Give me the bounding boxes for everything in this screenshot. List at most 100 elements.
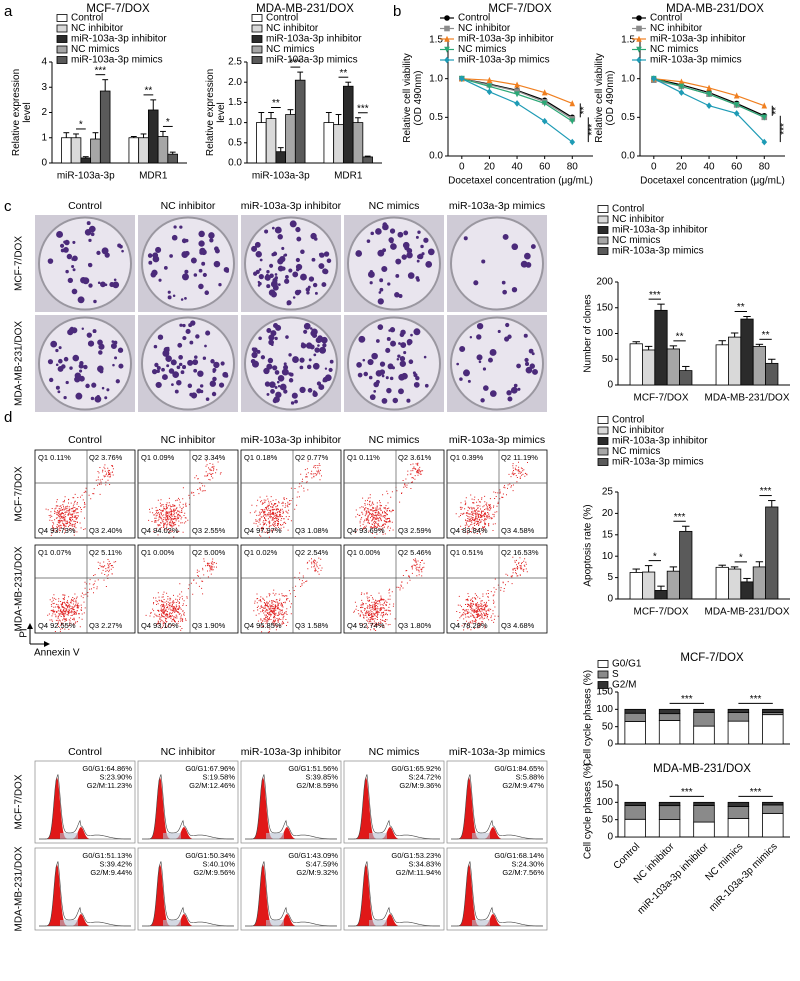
phase-label: G2/M:9.56% — [193, 868, 235, 877]
quadrant-label: Q4 92.74% — [347, 621, 385, 630]
phase-label: G0/G1:64.86% — [82, 764, 132, 773]
legend-label: miR-103a-3p mimics — [458, 55, 550, 66]
quadrant-label: Q4 93.73% — [38, 526, 76, 535]
flow-plot: Q1 0.11% Q2 3.76% Q4 93.73% Q3 2.40% — [34, 449, 136, 539]
quadrant-label: Q1 0.18% — [244, 453, 278, 462]
marker — [541, 89, 548, 96]
y-tick-label: 200 — [596, 277, 613, 288]
legend-swatch — [597, 660, 609, 668]
column-header: Control — [68, 200, 102, 212]
bar — [80, 157, 92, 164]
bar-segment — [624, 805, 646, 820]
x-tick-label: MDR1 — [139, 171, 168, 182]
legend-swatch — [597, 426, 609, 435]
fit-curve — [451, 861, 544, 927]
histogram: G0/G1:64.86%S:23.90%G2/M:11.23% — [34, 760, 136, 844]
legend-swatch — [56, 24, 68, 33]
y-axis-label: (OD 490nm) — [413, 70, 424, 125]
g1-peak — [253, 777, 273, 839]
plate — [244, 216, 338, 311]
marker — [761, 138, 768, 146]
plot-frame — [240, 544, 342, 634]
bar — [629, 343, 643, 386]
column-header: NC mimics — [369, 746, 420, 758]
column-header: NC inhibitor — [161, 200, 216, 212]
significance-label: *** — [681, 694, 693, 705]
marker — [651, 75, 657, 82]
significance-label: *** — [779, 123, 790, 135]
phase-label: G0/G1:43.09% — [288, 851, 338, 860]
y-tick-label: 20 — [602, 508, 614, 519]
bar — [654, 309, 668, 386]
y-tick-label: 0.0 — [228, 158, 242, 169]
events — [148, 460, 222, 538]
y-tick-label: 2 — [41, 107, 47, 118]
g1-peak — [459, 777, 479, 839]
colony-image — [241, 315, 341, 412]
quadrant-label: Q3 1.08% — [295, 526, 329, 535]
legend-label: NC mimics — [650, 44, 698, 55]
colonies — [250, 322, 334, 405]
bar-segment — [762, 714, 784, 745]
bar — [715, 566, 729, 600]
quadrant-label: Q4 97.97% — [244, 526, 282, 535]
legend-swatch — [597, 458, 609, 466]
legend-label: miR-103a-3p mimics — [266, 55, 358, 66]
legend-label: Control — [266, 13, 298, 24]
row-label: MDA-MB-231/DOX — [14, 846, 25, 931]
bar-segment — [727, 712, 750, 722]
y-tick-label: 50 — [602, 814, 614, 825]
colony-image — [447, 215, 547, 312]
s-phase — [472, 833, 490, 839]
x-tick-label: 40 — [703, 162, 715, 173]
phase-label: S:24.30% — [511, 859, 544, 868]
colony-image — [344, 315, 444, 412]
y-axis-label: Relative cell viability — [402, 53, 413, 142]
legend-swatch — [597, 236, 609, 245]
marker — [678, 89, 685, 96]
phase-label: S:23.90% — [99, 772, 132, 781]
phase-label: G0/G1:50.34% — [185, 851, 235, 860]
column-header: Control — [68, 746, 102, 758]
marker — [706, 91, 712, 98]
y-tick-label: 25 — [602, 487, 614, 498]
chart-title: MDA-MB-231/DOX — [653, 763, 751, 775]
plot-frame — [240, 449, 342, 539]
pi-label: PI — [19, 628, 30, 637]
legend-swatch — [597, 447, 609, 456]
quadrant-label: Q2 16.53% — [501, 548, 539, 557]
x-tick-label: 80 — [567, 162, 579, 173]
quadrant-label: Q1 0.51% — [450, 548, 484, 557]
colony-image — [447, 315, 547, 412]
marker — [636, 35, 642, 42]
phase-label: G2/M:11.94% — [396, 868, 442, 877]
legend-label: NC mimics — [71, 44, 119, 55]
marker — [486, 76, 493, 84]
y-tick-label: 0.0 — [429, 151, 443, 162]
marker — [733, 110, 740, 117]
bar — [728, 336, 742, 386]
legend-label: Control — [650, 13, 682, 24]
marker — [486, 88, 493, 96]
bar-segment — [762, 812, 784, 838]
y-tick-label: 50 — [602, 354, 614, 365]
fit-curve — [39, 774, 132, 840]
bar — [285, 114, 296, 164]
bar-segment — [693, 821, 715, 838]
s-phase — [369, 833, 387, 839]
marker — [733, 102, 740, 109]
legend-swatch — [597, 205, 609, 213]
legend-label: G2/M — [612, 680, 636, 691]
legend-swatch — [597, 226, 609, 234]
y-tick-label: 1.0 — [429, 73, 443, 84]
significance-label: *** — [357, 103, 369, 114]
legend-swatch — [251, 35, 263, 43]
y-tick-label: 0 — [41, 158, 47, 169]
row-label: MDA-MB-231/DOX — [14, 321, 25, 406]
phase-label: G2/M:12.46% — [189, 781, 235, 790]
x-tick-label: 60 — [731, 162, 743, 173]
column-header: miR-103a-3p inhibitor — [241, 200, 342, 212]
significance-label: *** — [94, 65, 106, 76]
marker — [733, 92, 740, 99]
